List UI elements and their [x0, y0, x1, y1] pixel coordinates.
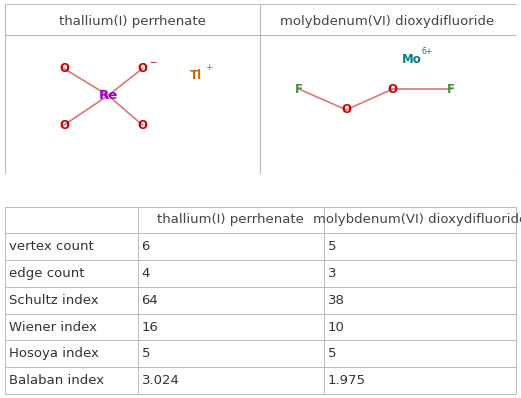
Text: O: O	[387, 83, 398, 96]
Text: molybdenum(VI) dioxydifluoride: molybdenum(VI) dioxydifluoride	[280, 16, 494, 28]
Text: O: O	[59, 62, 69, 75]
Text: Balaban index: Balaban index	[9, 374, 104, 387]
Text: O: O	[138, 62, 147, 75]
Text: 6: 6	[142, 240, 150, 253]
Text: 16: 16	[142, 320, 158, 334]
Text: 6+: 6+	[422, 47, 433, 56]
Text: 5: 5	[328, 347, 336, 360]
Text: Schultz index: Schultz index	[9, 294, 99, 307]
Text: F: F	[295, 83, 303, 96]
Text: edge count: edge count	[9, 267, 85, 280]
Text: 38: 38	[328, 294, 345, 307]
Text: 64: 64	[142, 294, 158, 307]
Text: F: F	[447, 83, 455, 96]
Text: 4: 4	[142, 267, 150, 280]
Text: Hosoya index: Hosoya index	[9, 347, 99, 360]
Text: 1.975: 1.975	[328, 374, 366, 387]
Text: −: −	[150, 57, 157, 66]
Text: Re: Re	[98, 89, 118, 102]
Text: vertex count: vertex count	[9, 240, 94, 253]
Text: Mo: Mo	[402, 53, 422, 66]
Text: O: O	[138, 119, 147, 132]
Text: Wiener index: Wiener index	[9, 320, 97, 334]
Text: thallium(I) perrhenate: thallium(I) perrhenate	[157, 213, 304, 226]
Text: 3: 3	[328, 267, 336, 280]
Text: Tl: Tl	[190, 69, 202, 82]
Text: 10: 10	[328, 320, 345, 334]
Text: thallium(I) perrhenate: thallium(I) perrhenate	[59, 16, 206, 28]
Text: +: +	[205, 63, 213, 72]
Text: O: O	[59, 119, 69, 132]
Text: 5: 5	[328, 240, 336, 253]
Text: molybdenum(VI) dioxydifluoride: molybdenum(VI) dioxydifluoride	[313, 213, 521, 226]
Text: 3.024: 3.024	[142, 374, 179, 387]
Bar	[5, 207, 516, 394]
Text: O: O	[341, 103, 351, 116]
Text: 5: 5	[142, 347, 150, 360]
